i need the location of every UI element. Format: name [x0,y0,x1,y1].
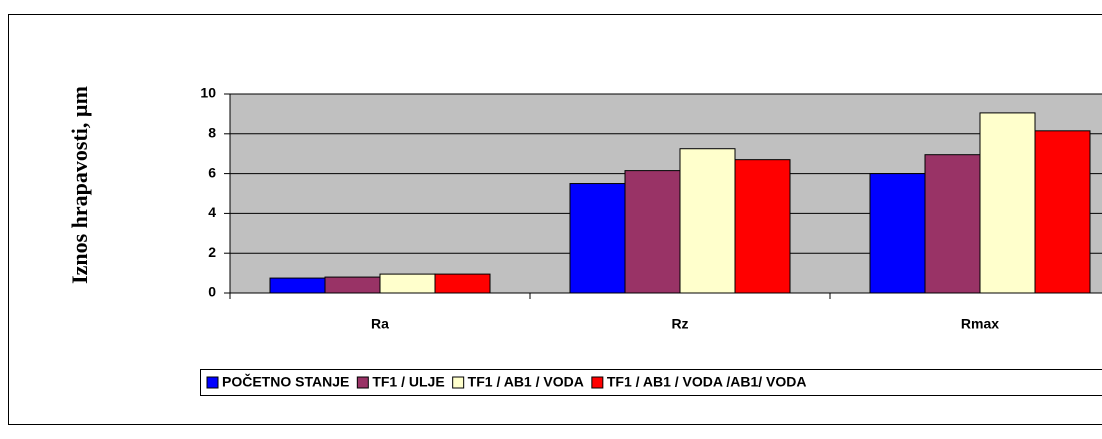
bar [324,276,381,294]
y-tick-label: 10 [200,85,216,101]
x-tick-label: Rmax [961,316,999,332]
legend-label: TF1 / AB1 / VODA /AB1/ VODA [607,374,807,390]
x-tick-label: Rz [671,316,688,332]
legend-label: TF1 / ULJE [372,374,444,390]
legend-label: TF1 / AB1 / VODA [468,374,584,390]
bar [569,183,626,294]
bar [624,170,681,294]
bar [734,159,791,294]
legend-box [200,369,1102,396]
legend-swatch [452,376,465,389]
legend-label: POČETNO STANJE [222,373,349,390]
bar [269,277,326,294]
bar [869,173,926,294]
legend-swatch [591,376,604,389]
y-tick-label: 8 [208,125,216,141]
bar [679,148,736,294]
y-tick-label: 6 [208,164,216,180]
y-tick-label: 4 [208,204,216,220]
bar [924,154,981,294]
bar [434,273,491,294]
bar [379,273,436,294]
x-tick-label: Ra [371,316,389,332]
y-tick-label: 2 [208,244,216,260]
bar [1034,130,1091,294]
legend-swatch [206,376,219,389]
bar [979,112,1036,294]
y-tick-label: 0 [208,284,216,300]
legend-swatch [356,376,369,389]
y-axis-label: Iznos hrapavosti, µm [67,86,92,284]
